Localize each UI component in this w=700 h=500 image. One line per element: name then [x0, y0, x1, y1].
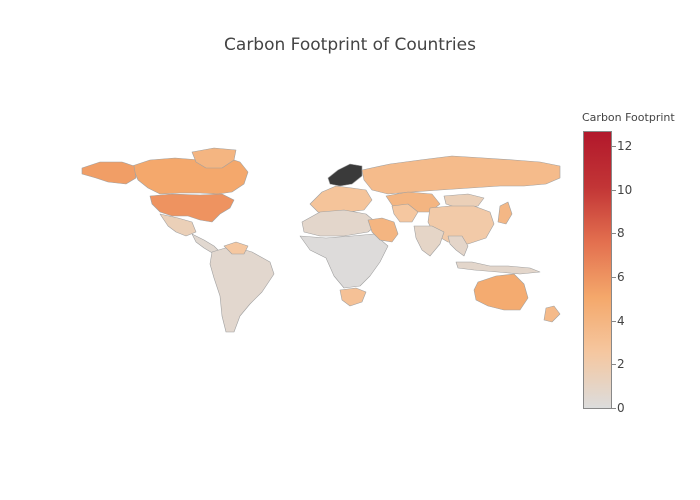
- colorbar-tick-mark: [612, 189, 616, 191]
- region-united-states[interactable]: [149, 193, 235, 223]
- colorbar-tick-label: 8: [617, 226, 625, 241]
- region-europe[interactable]: [309, 185, 373, 215]
- region-mexico[interactable]: [159, 213, 197, 237]
- colorbar-tick-label: 10: [617, 182, 633, 197]
- region-saudi-arabia[interactable]: [367, 217, 399, 243]
- colorbar-tick-mark: [612, 146, 616, 148]
- region-north-africa[interactable]: [301, 209, 379, 237]
- colorbar-tick-label: 4: [617, 313, 625, 328]
- region-iran[interactable]: [391, 203, 419, 223]
- colorbar-tick-label: 2: [617, 357, 625, 372]
- region-south-africa[interactable]: [339, 287, 367, 307]
- colorbar-tick-mark: [612, 277, 616, 279]
- region-new-zealand[interactable]: [543, 305, 561, 323]
- region-indonesia[interactable]: [455, 261, 541, 275]
- region-japan[interactable]: [497, 201, 513, 225]
- colorbar-tick-mark: [612, 320, 616, 322]
- colorbar-tick-mark: [612, 408, 616, 409]
- colorbar: [583, 131, 612, 409]
- region-sub-saharan-africa[interactable]: [299, 233, 389, 289]
- region-mongolia[interactable]: [443, 193, 485, 209]
- region-russia[interactable]: [361, 155, 561, 195]
- region-india[interactable]: [413, 225, 445, 257]
- colorbar-tick-label: 6: [617, 270, 625, 285]
- region-norway-sweden-finland[interactable]: [327, 163, 363, 187]
- colorbar-tick-label: 0: [617, 401, 625, 415]
- region-australia[interactable]: [473, 273, 529, 311]
- region-venezuela[interactable]: [223, 241, 249, 255]
- colorbar-tick-mark: [612, 233, 616, 235]
- colorbar-title: Carbon Footprint: [582, 111, 675, 124]
- chart-title: Carbon Footprint of Countries: [224, 35, 476, 55]
- colorbar-tick-label: 12: [617, 139, 633, 154]
- colorbar-tick-mark: [612, 364, 616, 366]
- region-south-america[interactable]: [209, 245, 275, 333]
- region-greenland[interactable]: [191, 147, 237, 169]
- region-alaska[interactable]: [81, 161, 137, 185]
- region-southeast-asia[interactable]: [447, 235, 469, 257]
